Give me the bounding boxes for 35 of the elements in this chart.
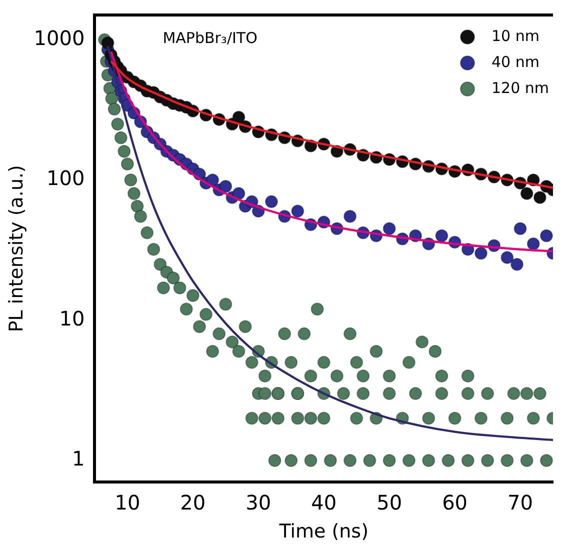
legend-label: 120 nm: [491, 78, 550, 97]
x-tick-label: 60: [442, 490, 468, 514]
point: [101, 36, 114, 50]
y-axis-title: PL intensity (a.u.): [5, 165, 28, 332]
point: [533, 190, 546, 204]
legend-label: 10 nm: [491, 26, 540, 45]
point: [474, 246, 488, 260]
x-tick-label: 50: [376, 490, 402, 514]
y-tick-label: 100: [46, 166, 85, 190]
point: [232, 187, 246, 200]
point: [526, 237, 540, 250]
point: [514, 222, 527, 236]
y-tick-label: 10: [59, 306, 85, 330]
point: [540, 229, 553, 242]
x-tick-label: 10: [114, 490, 140, 514]
annotation: MAPbBr₃/ITO: [162, 28, 258, 47]
point: [206, 173, 220, 186]
x-axis-title: Time (ns): [278, 520, 369, 543]
point: [500, 251, 514, 264]
x-tick-label: 20: [180, 490, 206, 514]
point: [520, 187, 534, 200]
point: [232, 110, 246, 124]
y-tick-label: 1000: [34, 26, 85, 50]
point: [219, 180, 232, 193]
point: [382, 222, 396, 236]
legend-label: 40 nm: [491, 52, 540, 71]
y-tick-label: 1: [72, 446, 85, 471]
x-tick-label: 70: [508, 490, 533, 514]
point: [510, 258, 524, 271]
point: [264, 195, 278, 208]
point: [344, 210, 357, 223]
x-tick-label: 30: [246, 490, 272, 514]
point: [291, 204, 304, 218]
x-tick-label: 40: [311, 490, 337, 514]
point: [435, 229, 448, 242]
